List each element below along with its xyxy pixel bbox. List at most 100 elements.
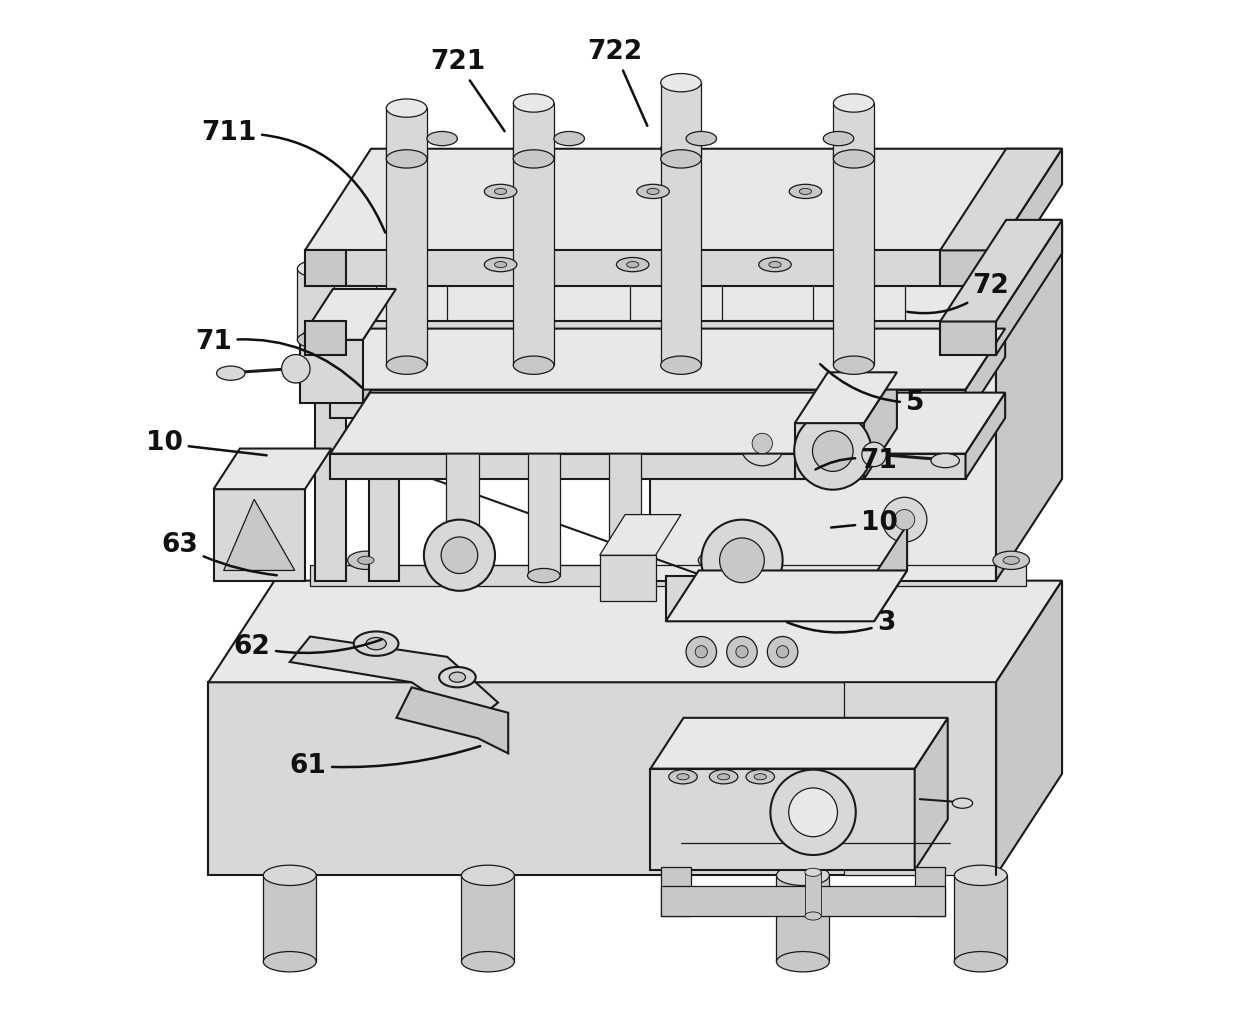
- Polygon shape: [330, 392, 1006, 453]
- Ellipse shape: [347, 551, 384, 570]
- Text: 71: 71: [816, 447, 898, 474]
- Text: 5: 5: [820, 364, 924, 416]
- Polygon shape: [208, 581, 1061, 683]
- Polygon shape: [966, 328, 1006, 418]
- Ellipse shape: [833, 356, 874, 374]
- Ellipse shape: [812, 431, 853, 472]
- Ellipse shape: [609, 365, 641, 379]
- Ellipse shape: [495, 189, 507, 195]
- Text: 10: 10: [146, 430, 267, 457]
- Ellipse shape: [461, 952, 515, 972]
- Ellipse shape: [1003, 556, 1019, 565]
- Ellipse shape: [609, 569, 641, 583]
- Ellipse shape: [718, 773, 730, 780]
- Ellipse shape: [833, 140, 874, 158]
- Ellipse shape: [661, 140, 702, 158]
- Polygon shape: [940, 220, 1061, 322]
- Polygon shape: [661, 886, 945, 916]
- Ellipse shape: [353, 632, 398, 656]
- Polygon shape: [330, 389, 966, 418]
- Ellipse shape: [754, 773, 766, 780]
- Polygon shape: [996, 220, 1061, 355]
- Ellipse shape: [686, 637, 717, 667]
- Ellipse shape: [955, 952, 1007, 972]
- Ellipse shape: [387, 150, 427, 168]
- Polygon shape: [915, 867, 945, 916]
- Polygon shape: [300, 289, 396, 339]
- Ellipse shape: [358, 556, 374, 565]
- Ellipse shape: [513, 94, 554, 112]
- Ellipse shape: [862, 442, 887, 467]
- Polygon shape: [370, 302, 399, 581]
- Ellipse shape: [439, 667, 476, 688]
- Text: 711: 711: [201, 120, 386, 232]
- Ellipse shape: [746, 769, 775, 784]
- Ellipse shape: [387, 99, 427, 117]
- Polygon shape: [330, 328, 1006, 389]
- Ellipse shape: [298, 261, 334, 277]
- Polygon shape: [805, 872, 821, 916]
- Ellipse shape: [387, 356, 427, 374]
- Ellipse shape: [833, 150, 874, 168]
- Polygon shape: [330, 453, 966, 479]
- Ellipse shape: [833, 94, 874, 112]
- Ellipse shape: [366, 638, 387, 650]
- Ellipse shape: [789, 788, 837, 837]
- Polygon shape: [513, 103, 554, 159]
- Ellipse shape: [647, 189, 660, 195]
- Polygon shape: [843, 683, 996, 875]
- Ellipse shape: [702, 520, 782, 601]
- Ellipse shape: [616, 258, 649, 272]
- Ellipse shape: [952, 798, 972, 808]
- Ellipse shape: [805, 868, 821, 876]
- Polygon shape: [305, 322, 996, 355]
- Ellipse shape: [387, 140, 427, 158]
- Text: 722: 722: [588, 39, 647, 126]
- Polygon shape: [966, 392, 1006, 479]
- Ellipse shape: [821, 421, 866, 466]
- Polygon shape: [213, 489, 305, 581]
- Ellipse shape: [931, 453, 960, 468]
- Text: 72: 72: [908, 273, 1009, 313]
- Ellipse shape: [424, 520, 495, 591]
- Ellipse shape: [527, 360, 560, 374]
- Polygon shape: [996, 581, 1061, 875]
- Polygon shape: [651, 326, 996, 581]
- Ellipse shape: [735, 646, 748, 658]
- Ellipse shape: [217, 366, 246, 380]
- Polygon shape: [666, 571, 908, 622]
- Ellipse shape: [709, 769, 738, 784]
- Polygon shape: [651, 768, 915, 870]
- Polygon shape: [213, 448, 331, 489]
- Polygon shape: [651, 225, 1061, 326]
- Text: 721: 721: [430, 49, 505, 131]
- Ellipse shape: [800, 189, 811, 195]
- Ellipse shape: [661, 356, 702, 374]
- Polygon shape: [795, 372, 897, 423]
- Ellipse shape: [794, 413, 872, 490]
- Polygon shape: [795, 423, 864, 479]
- Ellipse shape: [789, 184, 822, 199]
- Ellipse shape: [441, 537, 477, 574]
- Ellipse shape: [882, 497, 926, 542]
- Ellipse shape: [719, 538, 764, 583]
- Polygon shape: [263, 875, 316, 962]
- Ellipse shape: [554, 131, 584, 146]
- Polygon shape: [446, 372, 479, 576]
- Ellipse shape: [686, 131, 717, 146]
- Polygon shape: [661, 83, 702, 159]
- Ellipse shape: [495, 262, 507, 268]
- Ellipse shape: [527, 569, 560, 583]
- Ellipse shape: [263, 952, 316, 972]
- Ellipse shape: [513, 150, 554, 168]
- Polygon shape: [833, 149, 874, 365]
- Ellipse shape: [427, 131, 458, 146]
- Ellipse shape: [461, 865, 515, 886]
- Polygon shape: [305, 322, 346, 355]
- Ellipse shape: [485, 258, 517, 272]
- Ellipse shape: [770, 769, 856, 855]
- Ellipse shape: [298, 331, 334, 347]
- Ellipse shape: [993, 551, 1029, 570]
- Ellipse shape: [769, 262, 781, 268]
- Ellipse shape: [446, 365, 479, 379]
